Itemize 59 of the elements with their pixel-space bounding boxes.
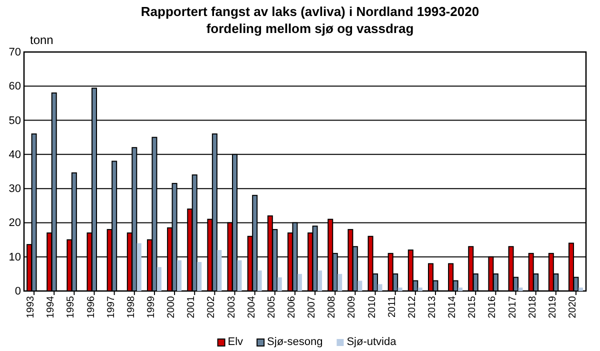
bar [237,260,242,291]
bar [297,274,302,291]
x-tick-label: 2020 [567,296,578,318]
x-tick-label: 2007 [306,296,318,318]
y-tick-label: 70 [8,46,21,59]
chart-title: Rapportert fangst av laks (avliva) i Nordland 1993-2020 fordeling mellom sjø og vassdrag [140,4,480,36]
bar [338,274,342,291]
y-tick-label: 50 [8,114,21,127]
bar [418,288,422,291]
x-tick-label: 1995 [66,296,77,318]
x-tick-label: 2009 [346,296,358,318]
bar [156,267,162,291]
x-tick-label: 2011 [386,296,398,318]
x-tick-label: 2006 [286,296,298,318]
x-tick-label: 2003 [226,296,238,318]
x-tick-label: 2000 [166,296,178,318]
x-tick-label: 2012 [406,296,418,318]
x-tick-label: 2018 [527,296,538,318]
y-tick-label: 0 [14,286,21,298]
bar [518,288,523,291]
y-tick-label: 40 [8,148,21,161]
legend-label: Elv [228,336,244,348]
x-tick-label: 2014 [447,296,458,318]
x-tick-label: 2015 [467,296,478,318]
y-tick-label: 20 [8,217,21,230]
x-tick-label: 2002 [206,296,218,318]
legend-label: Sjø-sesong [267,336,323,348]
x-tick-label: 1999 [146,296,157,318]
y-axis-title: tonn [30,33,54,47]
x-tick-label: 1994 [46,296,57,318]
x-tick-label: 1997 [106,296,117,318]
bar [136,243,142,291]
bar [578,288,583,291]
y-tick-label: 10 [8,251,21,264]
x-tick-label: 1993 [26,296,37,318]
bar [458,288,463,291]
y-tick-label: 30 [8,183,21,196]
x-tick-label: 2013 [426,296,438,318]
legend-label: Sjø-utvida [346,336,398,348]
bar [398,288,402,291]
x-tick-label: 2010 [366,296,378,318]
x-tick-label: 2005 [266,296,278,318]
bar [197,262,202,291]
x-tick-label: 1998 [126,296,137,318]
x-tick-label: 2004 [246,296,258,318]
bar [217,250,222,291]
bar [277,277,282,291]
bar [358,280,362,291]
x-tick-label: 1996 [86,296,97,318]
x-tick-label: 2017 [507,296,518,318]
x-tick-label: 2001 [186,296,198,318]
bar [177,260,182,291]
y-tick-label: 60 [8,80,21,93]
bar [378,284,382,291]
x-tick-label: 2019 [547,296,558,318]
x-tick-label: 2016 [487,296,498,318]
bar [257,270,262,291]
bar [318,270,322,291]
x-tick-label: 2008 [326,296,338,318]
